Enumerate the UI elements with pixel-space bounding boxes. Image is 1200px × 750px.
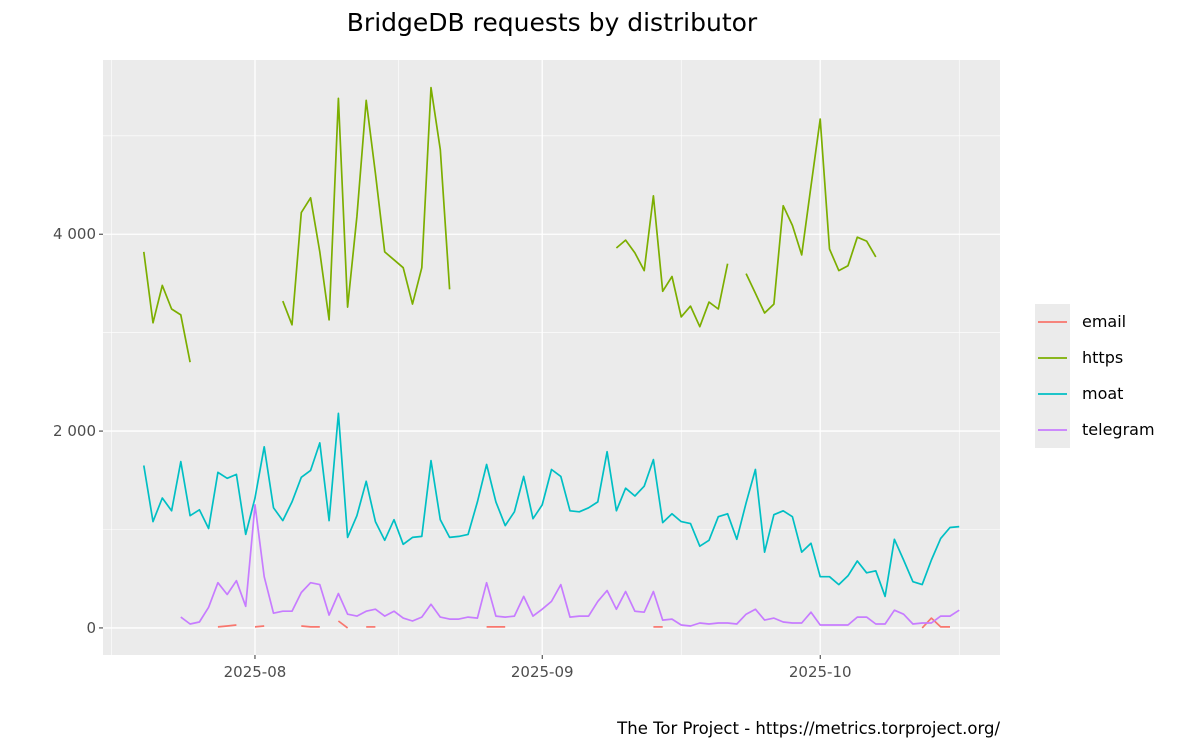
plot-panel	[103, 60, 1000, 655]
series-line-https	[142, 251, 191, 363]
series-line-email	[217, 624, 237, 628]
legend-label-telegram: telegram	[1082, 420, 1155, 439]
series-line-https	[615, 194, 729, 328]
caption: The Tor Project - https://metrics.torpro…	[616, 719, 1000, 738]
legend-label-email: email	[1082, 312, 1126, 331]
legend-label-https: https	[1082, 348, 1123, 367]
gridlines	[103, 60, 1000, 655]
y-axis: 0 2 000 4 000	[53, 225, 103, 637]
series-line-email	[254, 625, 265, 628]
series-line-telegram	[180, 504, 960, 627]
series-lines	[142, 86, 960, 629]
series-line-email	[337, 620, 349, 629]
series-line-email	[301, 625, 320, 628]
legend: email https moat telegram	[1035, 304, 1155, 448]
x-axis: 2025-08 2025-09 2025-10	[224, 655, 852, 681]
y-tick-label: 4 000	[53, 225, 96, 243]
series-line-https	[282, 86, 451, 326]
x-tick-label: 2025-08	[224, 663, 287, 681]
legend-label-moat: moat	[1082, 384, 1123, 403]
y-tick-label: 0	[86, 619, 96, 637]
x-tick-label: 2025-09	[511, 663, 574, 681]
series-line-moat	[142, 412, 960, 598]
chart-title: BridgeDB requests by distributor	[347, 8, 758, 37]
series-line-https	[745, 118, 877, 314]
x-tick-label: 2025-10	[789, 663, 852, 681]
y-tick-label: 2 000	[53, 422, 96, 440]
